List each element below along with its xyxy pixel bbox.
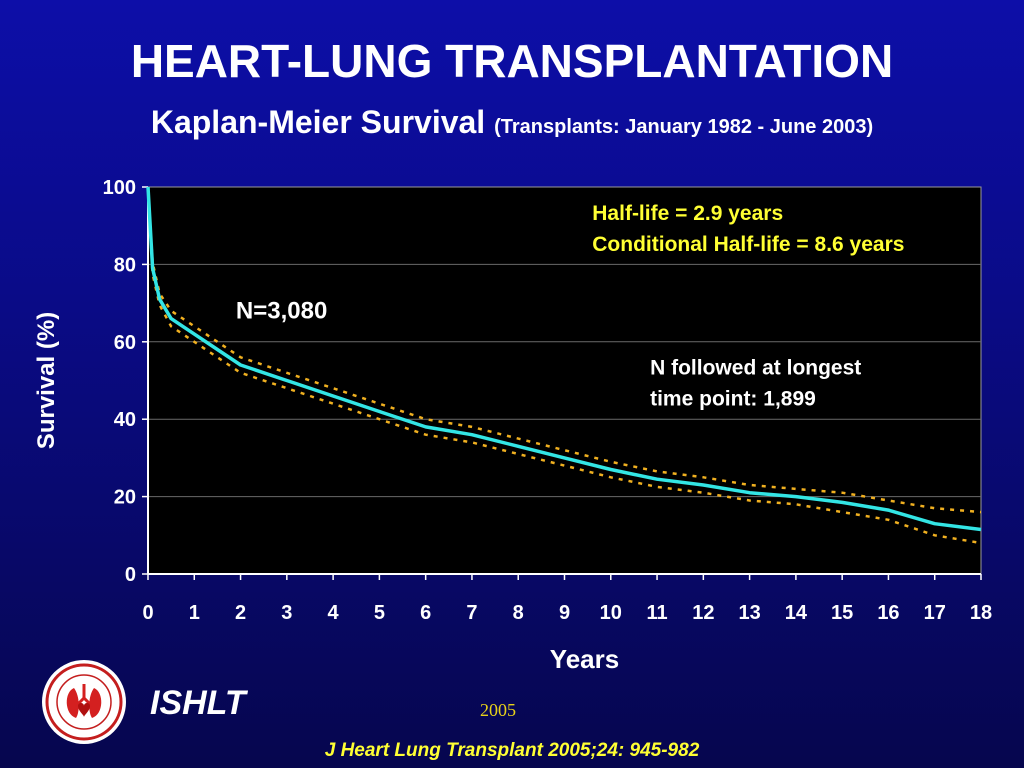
plot-area [147,186,982,575]
ishlt-seal-icon [42,660,126,744]
subtitle-main: Kaplan-Meier Survival [150,104,486,140]
citation: J Heart Lung Transplant 2005;24: 945-982 [324,740,700,761]
x-tick-label: 15 [831,602,853,624]
page-title: HEART-LUNG TRANSPLANTATION [130,35,894,87]
x-tick-label: 16 [877,602,899,624]
x-axis-label: Years [550,644,619,674]
x-tick-label: 11 [646,602,667,624]
report-year: 2005 [480,700,516,720]
y-axis-label: Survival (%) [33,312,60,449]
x-tick-label: 2 [235,602,246,624]
survival-curve [146,186,982,532]
x-tick-label: 0 [142,602,153,624]
x-tick-label: 9 [559,602,570,624]
org-name: ISHLT [150,684,246,722]
x-tick-label: 4 [328,602,340,624]
subtitle-note: (Transplants: January 1982 - June 2003) [494,116,874,138]
series-lines [146,186,982,545]
y-tick-label: 60 [114,332,136,354]
x-tick-label: 3 [281,602,292,624]
annotation-halflife: Half-life = 2.9 years [592,202,783,225]
annotation-n_followed_2: time point: 1,899 [650,388,816,411]
x-tick-label: 7 [466,602,477,624]
y-tick-label: 40 [114,409,136,431]
y-tick-label: 20 [114,487,136,509]
x-tick-label: 13 [738,602,760,624]
y-tick-label: 0 [125,564,136,586]
page-subtitle: Kaplan-Meier Survival (Transplants: Janu… [0,104,1024,141]
annotation-cond_halflife: Conditional Half-life = 8.6 years [592,233,904,256]
x-tick-label: 1 [189,602,200,624]
x-tick-label: 17 [924,602,946,624]
confidence-limit-line [146,186,982,545]
y-tick-label: 100 [103,177,136,199]
x-tick-label: 10 [600,602,622,624]
x-tick-label: 8 [513,602,524,624]
grid-lines [148,263,981,498]
annotation-n_total: N=3,080 [236,298,327,325]
annotations: Half-life = 2.9 years Conditional Half-li… [236,202,905,411]
x-tick-label: 18 [970,602,992,624]
y-tick-label: 80 [114,254,136,276]
confidence-limit-line [146,186,982,514]
x-tick-label: 6 [420,602,431,624]
x-tick-label: 5 [374,602,385,624]
annotation-n_followed_1: N followed at longest [650,357,861,380]
x-tick-label: 12 [692,602,714,624]
x-tick-label: 14 [785,602,808,624]
